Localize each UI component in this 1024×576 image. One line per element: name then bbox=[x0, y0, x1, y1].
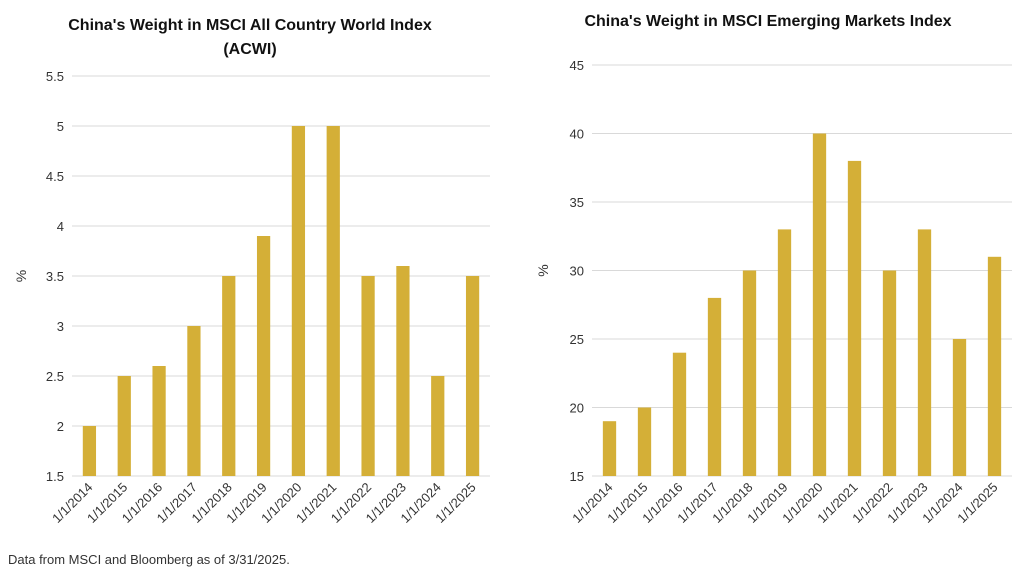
acwi-bar bbox=[326, 126, 340, 476]
em-bar bbox=[777, 229, 792, 476]
em-bar bbox=[707, 297, 722, 476]
footnote: Data from MSCI and Bloomberg as of 3/31/… bbox=[8, 552, 290, 567]
acwi-y-axis-title: % bbox=[13, 270, 29, 282]
em-y-tick-label: 25 bbox=[570, 332, 584, 347]
acwi-y-tick-label: 2 bbox=[57, 419, 64, 434]
acwi-y-tick-label: 3 bbox=[57, 319, 64, 334]
acwi-chart-title: China's Weight in MSCI All Country World… bbox=[30, 14, 470, 62]
acwi-y-tick-label: 3.5 bbox=[46, 269, 64, 284]
acwi-bar bbox=[187, 326, 201, 476]
acwi-bar bbox=[82, 426, 97, 476]
em-y-axis-title: % bbox=[535, 264, 551, 276]
em-bar bbox=[917, 229, 932, 476]
acwi-y-tick-label: 1.5 bbox=[46, 469, 64, 484]
acwi-bar bbox=[291, 126, 306, 476]
em-title-line-1: China's Weight in MSCI Emerging Markets … bbox=[584, 13, 952, 30]
acwi-bar bbox=[465, 276, 480, 476]
em-y-tick-label: 20 bbox=[570, 401, 584, 416]
em-y-tick-label: 35 bbox=[570, 195, 584, 210]
acwi-title-line-1: China's Weight in MSCI All Country World… bbox=[68, 17, 432, 34]
em-chart: China's Weight in MSCI Emerging Markets … bbox=[512, 0, 1024, 545]
acwi-y-tick-label: 5 bbox=[57, 119, 64, 134]
em-bar bbox=[882, 270, 897, 476]
acwi-bar bbox=[152, 366, 166, 476]
em-bar bbox=[847, 160, 862, 476]
acwi-bar bbox=[431, 376, 445, 476]
em-chart-title: China's Weight in MSCI Emerging Markets … bbox=[512, 10, 1024, 34]
em-bar bbox=[637, 407, 652, 476]
acwi-y-tick-label: 4.5 bbox=[46, 169, 64, 184]
acwi-bar bbox=[222, 276, 236, 476]
acwi-bar bbox=[361, 276, 375, 476]
em-y-tick-label: 45 bbox=[570, 58, 584, 73]
em-bar bbox=[742, 270, 757, 476]
acwi-bar bbox=[256, 236, 271, 476]
acwi-bar bbox=[117, 376, 131, 476]
acwi-title-line-2: (ACWI) bbox=[223, 41, 277, 58]
em-y-tick-label: 40 bbox=[570, 127, 584, 142]
em-y-tick-label: 15 bbox=[570, 469, 584, 484]
acwi-chart: China's Weight in MSCI All Country World… bbox=[0, 0, 500, 545]
em-plot-area: 15202530354045%1/1/20141/1/20151/1/20161… bbox=[535, 58, 1012, 526]
em-y-tick-label: 30 bbox=[570, 264, 584, 279]
em-bar bbox=[812, 133, 827, 476]
acwi-y-tick-label: 5.5 bbox=[46, 69, 64, 84]
em-bar bbox=[672, 352, 687, 476]
acwi-y-tick-label: 4 bbox=[57, 219, 64, 234]
em-bar bbox=[987, 256, 1002, 476]
em-bar bbox=[952, 339, 967, 476]
em-bar bbox=[602, 421, 617, 476]
acwi-plot-area: 1.522.533.544.555.5%1/1/20141/1/20151/1/… bbox=[13, 69, 490, 526]
acwi-y-tick-label: 2.5 bbox=[46, 369, 64, 384]
acwi-bar bbox=[396, 266, 410, 476]
